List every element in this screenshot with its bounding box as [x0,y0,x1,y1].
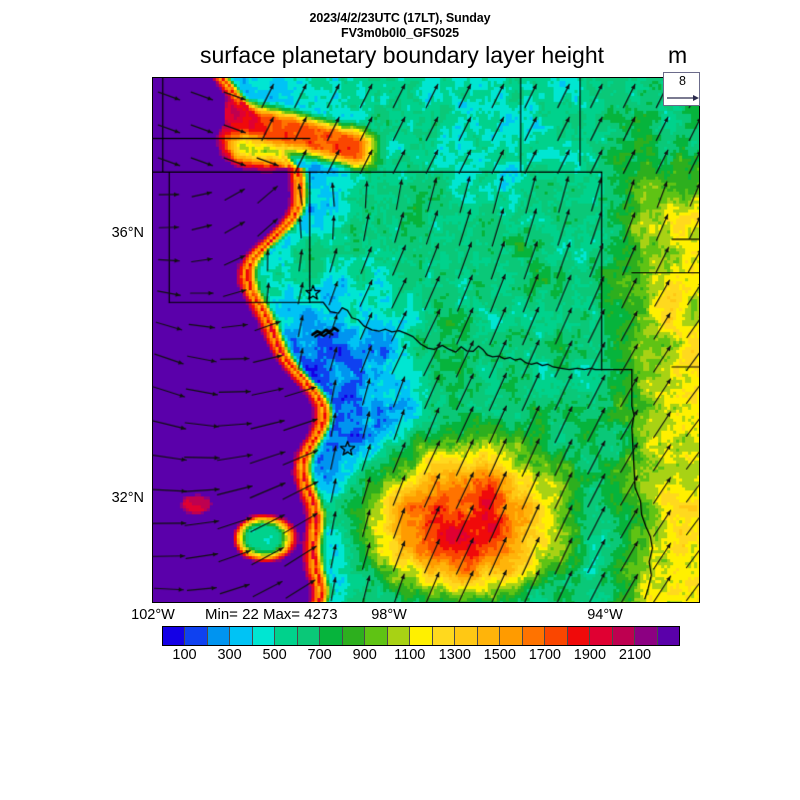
map-plot-area [152,77,700,603]
colorbar-swatch [320,627,343,645]
header-datetime: 2023/4/2/23UTC (17LT), Sunday [309,11,491,25]
colorbar-swatch [455,627,478,645]
lat-tick-label-32n: 32°N [111,490,144,506]
colorbar-tick-label: 1100 [394,647,426,663]
colorbar-swatch [567,627,591,645]
min-max-annotation: Min= 22 Max= 4273 [205,606,338,623]
colorbar-swatch [657,627,680,645]
colorbar-tick-label: 1500 [483,647,516,663]
colorbar-swatch [275,627,298,645]
lat-tick-label-36n: 36°N [111,225,144,241]
right-arrow-icon [667,95,699,101]
colorbar-tick-label: 700 [307,647,332,663]
lon-tick-label-102w: 102°W [131,607,175,623]
colorbar-swatch [387,627,411,645]
colorbar-swatch [522,627,546,645]
colorbar-swatches [162,626,680,646]
colorbar-swatch [207,627,231,645]
colorbar-swatch [477,627,501,645]
colorbar-tick-labels: 100 300 500 700 900 1100 1300 1500 1700 1900 2100 [162,647,680,669]
colorbar-swatch [410,627,433,645]
colorbar-swatch [590,627,613,645]
unit-label: m [668,42,688,68]
colorbar-swatch [612,627,636,645]
colorbar-tick-label: 300 [217,647,242,663]
lon-tick-label-98w: 98°W [371,607,407,623]
colorbar-swatch [432,627,456,645]
colorbar-swatch [185,627,208,645]
colorbar-swatch [342,627,366,645]
colorbar-tick-label: 1900 [573,647,607,663]
colorbar-swatch [365,627,388,645]
wind-vector-key: 8 [663,72,700,106]
colorbar-tick-label: 500 [262,647,287,663]
colorbar-tick-label: 100 [172,647,197,663]
pblh-heatmap-canvas [153,78,699,602]
wind-vector-key-value: 8 [679,74,686,88]
header-model-id: FV3m0b0l0_GFS025 [341,26,459,40]
colorbar-swatch [635,627,658,645]
colorbar-tick-label: 1300 [438,647,471,663]
colorbar-tick-label: 1700 [528,647,561,663]
colorbar [162,626,680,646]
colorbar-swatch [252,627,276,645]
colorbar-tick-label: 900 [352,647,377,663]
colorbar-swatch [163,627,186,645]
page-title: surface planetary boundary layer height [199,42,605,68]
colorbar-swatch [500,627,523,645]
lon-tick-label-94w: 94°W [587,607,623,623]
colorbar-swatch [230,627,253,645]
colorbar-tick-label: 2100 [618,647,652,663]
colorbar-swatch [545,627,568,645]
colorbar-swatch [297,627,321,645]
